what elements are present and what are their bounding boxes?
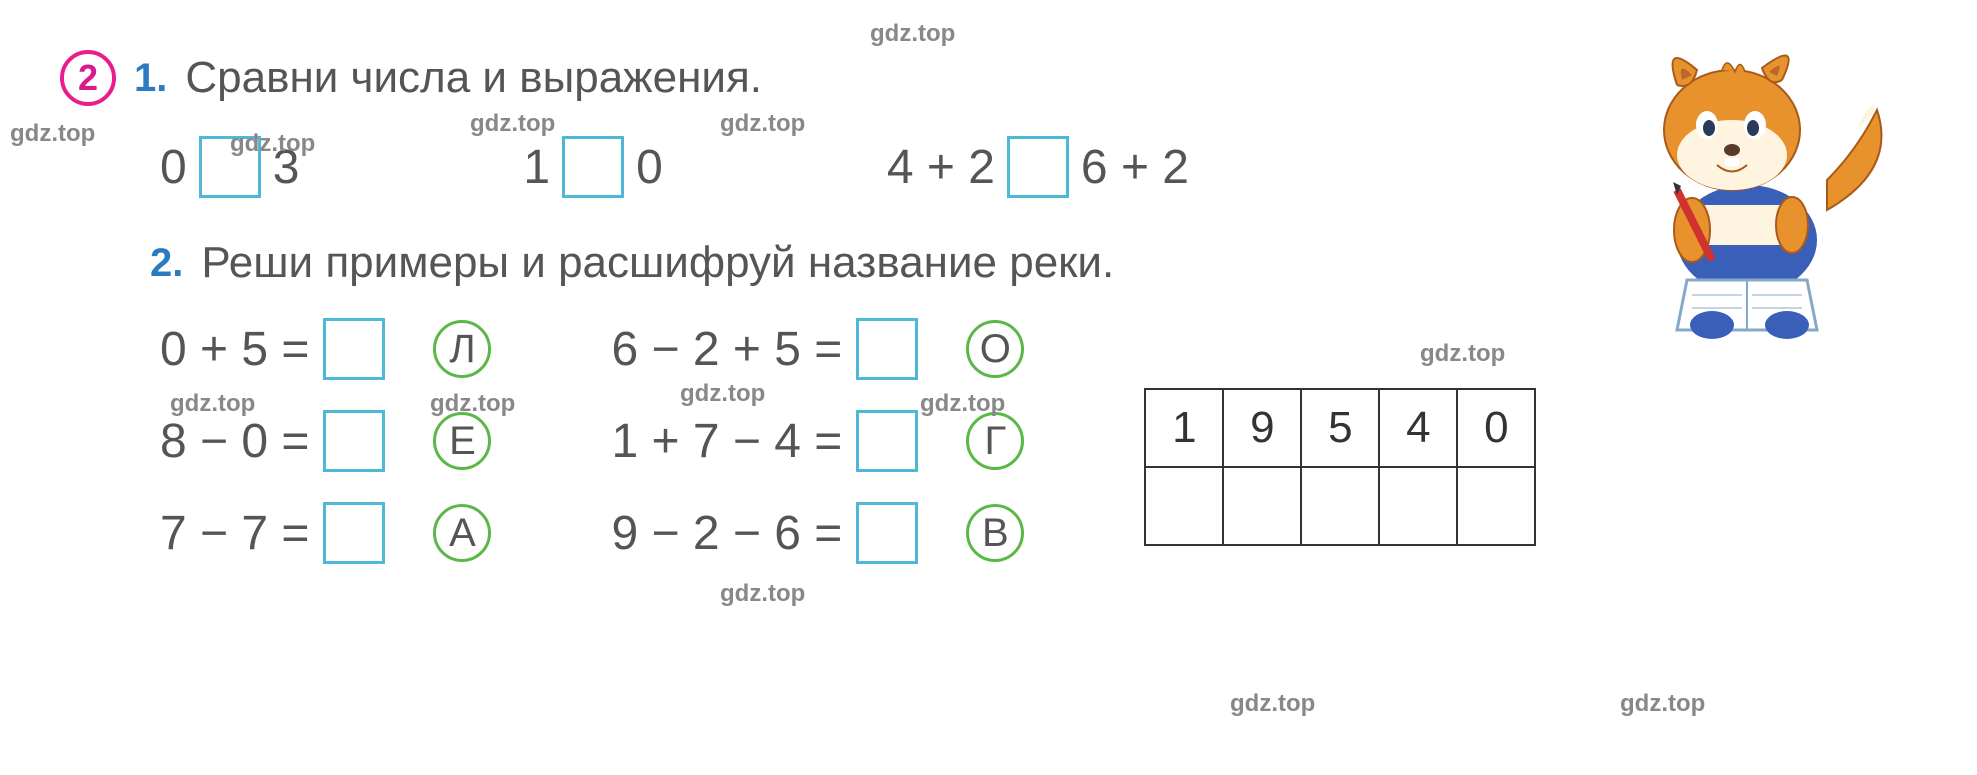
letter-circle: Г: [966, 412, 1024, 470]
instruction-2: Реши примеры и расшифруй название реки.: [201, 238, 1114, 288]
letter-circle: Л: [433, 320, 491, 378]
table-header-row: 1 9 5 4 0: [1145, 389, 1535, 467]
table-header-cell: 9: [1223, 389, 1301, 467]
sub-number-1: 1.: [134, 56, 167, 101]
watermark: gdz.top: [720, 580, 805, 608]
watermark: gdz.top: [1620, 690, 1705, 718]
answer-box[interactable]: [856, 318, 918, 380]
expr: 0 + 5 =: [160, 322, 309, 377]
compare-left-1: 1: [523, 140, 550, 195]
equation-row: 1 + 7 − 4 = Г: [611, 410, 1024, 472]
fox-illustration: [1577, 30, 1897, 350]
expr: 7 − 7 =: [160, 506, 309, 561]
answer-box[interactable]: [856, 502, 918, 564]
sub-number-2: 2.: [150, 241, 183, 286]
table-header-cell: 5: [1301, 389, 1379, 467]
examples-section: 0 + 5 = Л 8 − 0 = Е 7 − 7 = А 6 − 2 + 5 …: [60, 318, 1917, 564]
table-answer-row: [1145, 467, 1535, 545]
answer-box[interactable]: [323, 410, 385, 472]
watermark: gdz.top: [1230, 690, 1315, 718]
letter-circle: А: [433, 504, 491, 562]
answer-box[interactable]: [856, 410, 918, 472]
answer-table: 1 9 5 4 0: [1144, 388, 1536, 546]
compare-right-2: 6 + 2: [1081, 140, 1189, 195]
table-header-cell: 1: [1145, 389, 1223, 467]
compare-right-0: 3: [273, 140, 300, 195]
compare-right-1: 0: [636, 140, 663, 195]
letter-circle: Е: [433, 412, 491, 470]
answer-box[interactable]: [199, 136, 261, 198]
equation-row: 8 − 0 = Е: [160, 410, 491, 472]
table-answer-cell[interactable]: [1301, 467, 1379, 545]
watermark: gdz.top: [470, 110, 555, 138]
table-answer-cell[interactable]: [1145, 467, 1223, 545]
compare-left-0: 0: [160, 140, 187, 195]
equation-row: 9 − 2 − 6 = В: [611, 502, 1024, 564]
answer-box[interactable]: [323, 502, 385, 564]
letter-circle: О: [966, 320, 1024, 378]
equation-row: 6 − 2 + 5 = О: [611, 318, 1024, 380]
expr: 9 − 2 − 6 =: [611, 506, 842, 561]
answer-box[interactable]: [323, 318, 385, 380]
table-header-cell: 4: [1379, 389, 1457, 467]
expr: 1 + 7 − 4 =: [611, 414, 842, 469]
instruction-1: Сравни числа и выражения.: [185, 53, 762, 103]
table-answer-cell[interactable]: [1223, 467, 1301, 545]
table-answer-cell[interactable]: [1379, 467, 1457, 545]
right-column: 6 − 2 + 5 = О 1 + 7 − 4 = Г 9 − 2 − 6 = …: [611, 318, 1024, 564]
compare-left-2: 4 + 2: [887, 140, 995, 195]
table-header-cell: 0: [1457, 389, 1535, 467]
equation-row: 0 + 5 = Л: [160, 318, 491, 380]
equation-row: 7 − 7 = А: [160, 502, 491, 564]
watermark: gdz.top: [10, 120, 95, 148]
problem-number-circle: 2: [60, 50, 116, 106]
watermark: gdz.top: [720, 110, 805, 138]
letter-circle: В: [966, 504, 1024, 562]
table-answer-cell[interactable]: [1457, 467, 1535, 545]
answer-box[interactable]: [562, 136, 624, 198]
expr: 6 − 2 + 5 =: [611, 322, 842, 377]
expr: 8 − 0 =: [160, 414, 309, 469]
left-column: 0 + 5 = Л 8 − 0 = Е 7 − 7 = А: [160, 318, 491, 564]
answer-box[interactable]: [1007, 136, 1069, 198]
watermark: gdz.top: [870, 20, 955, 48]
